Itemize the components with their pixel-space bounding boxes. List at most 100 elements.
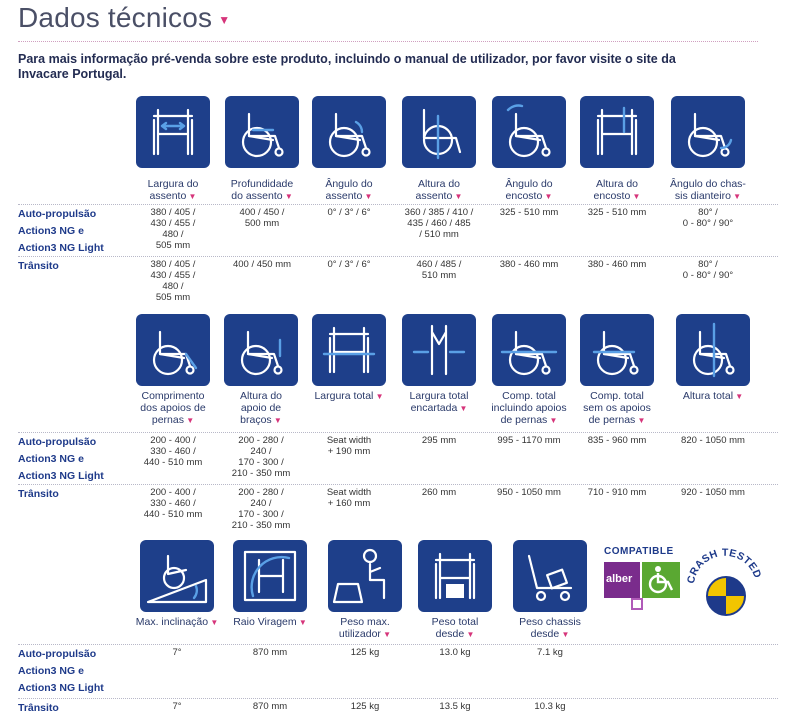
value-line: 950 - 1050 mm [497,487,561,498]
seat-depth-icon-graphic [241,112,284,158]
spec-caption[interactable]: Ângulo do assento ▼ [301,178,397,203]
value-line: 510 mm [421,270,457,281]
caption-line: Largura total [409,390,469,402]
compatible-label: COMPATIBLE [604,546,674,557]
value-line: 295 mm [421,435,457,446]
value-line: 480 / [162,229,184,240]
expand-triangle-icon[interactable]: ▼ [452,192,463,201]
spec-value-self: 360 / 385 / 410 /435 / 460 / 485/ 510 mm [389,207,489,240]
row-divider [18,644,778,645]
max-user-weight-icon-graphic [332,548,386,604]
expand-triangle-icon[interactable]: ▼ [730,192,742,201]
legrest-length-icon [136,314,210,386]
crash-tested-logo: CRASH TESTED [684,544,766,618]
spec-caption[interactable]: Altura do encosto ▼ [569,178,665,203]
caption-line: dos apoios de [140,402,206,414]
backrest-height-icon-graphic [596,106,638,156]
spec-value-self: 835 - 960 mm [567,435,667,446]
backrest-height-icon [580,96,654,168]
caption-line: assento ▼ [149,190,197,202]
chassis-weight-icon-graphic [527,554,573,602]
value-line: Seat width [326,435,372,446]
spec-value-self: 7.1 kg [500,647,600,658]
value-line: 170 - 300 / [238,457,284,468]
row-label-self-propelled: Auto-propulsão Action3 NG e Action3 NG Lig… [18,434,104,485]
expand-triangle-icon[interactable]: ▼ [464,630,475,639]
spec-value-transit: 125 kg [315,701,415,712]
spec-section-1: Largura do assento ▼ 380 / 405 /430 / 455 … [18,96,778,306]
spec-value-self: Seat width + 190 mm [299,435,399,457]
spec-value-transit: 710 - 910 mm [567,487,667,498]
expand-triangle-icon[interactable]: ▼ [635,416,646,425]
expand-triangle-icon[interactable]: ▼ [186,192,197,201]
spec-caption[interactable]: Altura do assento ▼ [391,178,487,203]
caption-line: Largura total ▼ [314,390,384,402]
spec-value-transit: 460 / 485 /510 mm [389,259,489,281]
armrest-height-icon [224,314,298,386]
caption-line: Altura do [239,390,283,402]
row-label-line: Action3 NG Light [18,470,104,482]
value-line: 0 - 80° / 90° [682,218,734,229]
expand-triangle-icon[interactable]: ▼ [542,192,553,201]
spec-caption[interactable]: Comprimento dos apoios de pernas ▼ [125,390,221,427]
seat-width-icon-graphic [152,108,194,156]
spec-caption[interactable]: Comp. total sem os apoios de pernas ▼ [569,390,665,427]
row-divider [18,484,778,485]
expand-triangle-icon[interactable]: ▼ [208,618,219,627]
spec-caption[interactable]: Ângulo do chas-sis dianteiro ▼ [660,178,756,203]
caption-line: do assento ▼ [231,190,293,202]
caption-line: incluindo apoios [491,402,567,414]
spec-caption[interactable]: Comp. total incluindo apoios de pernas ▼ [481,390,577,427]
expand-triangle-icon[interactable]: ▼ [362,192,373,201]
expand-triangle-icon[interactable]: ▼ [547,416,558,425]
collapse-triangle-icon[interactable]: ▼ [218,12,231,27]
expand-triangle-icon[interactable]: ▼ [733,392,744,401]
spec-value-self: 125 kg [315,647,415,658]
spec-value-self: 820 - 1050 mm [663,435,763,446]
value-line: 200 - 280 / [238,487,284,498]
spec-caption[interactable]: Largura total encartada ▼ [391,390,487,415]
spec-caption[interactable]: Profundidade do assento ▼ [214,178,310,203]
expand-triangle-icon[interactable]: ▼ [373,392,384,401]
spec-caption[interactable]: Ângulo do encosto ▼ [481,178,577,203]
expand-triangle-icon[interactable]: ▼ [282,192,293,201]
value-line: / 510 mm [419,229,459,240]
row-label-self-propelled: Auto-propulsão Action3 NG e Action3 NG Lig… [18,206,104,257]
expand-triangle-icon[interactable]: ▼ [183,416,195,425]
spec-caption[interactable]: Max. inclinação ▼ [129,616,225,629]
expand-triangle-icon[interactable]: ▼ [457,404,468,413]
caption-line: encosto ▼ [505,190,553,202]
value-line: 430 / 455 / [150,218,196,229]
value-line: 80° / [698,207,718,218]
spec-caption[interactable]: Peso total desde ▼ [407,616,503,641]
spec-caption[interactable]: Peso chassis desde ▼ [502,616,598,641]
caption-line: Altura total ▼ [682,390,744,402]
value-line: 0 - 80° / 90° [682,270,734,281]
expand-triangle-icon[interactable]: ▼ [380,630,392,639]
seat-height-icon-graphic [422,108,462,160]
spec-caption[interactable]: Altura do apoio de braços ▼ [213,390,309,427]
value-line: 7.1 kg [537,647,563,658]
caption-line: encosto ▼ [593,190,641,202]
value-line: 460 / 485 / [416,259,462,270]
spec-caption[interactable]: Peso max. utilizador ▼ [317,616,413,641]
spec-value-self: 325 - 510 mm [567,207,667,218]
expand-triangle-icon[interactable]: ▼ [559,630,570,639]
row-label-line: Action3 NG e [18,225,84,237]
alber-logo-text: alber [606,573,633,585]
spec-caption[interactable]: Largura do assento ▼ [125,178,221,203]
caption-line: Comp. total [590,390,644,402]
spec-caption[interactable]: Raio Viragem ▼ [222,616,318,629]
spec-section-2: Comprimento dos apoios de pernas ▼ 200 - 40… [18,314,778,536]
expand-triangle-icon[interactable]: ▼ [271,416,282,425]
expand-triangle-icon[interactable]: ▼ [630,192,641,201]
value-line: 330 - 460 / [150,498,196,509]
spec-value-self: 0° / 3° / 6° [299,207,399,218]
page-title: Dados técnicos ▼ [18,2,231,33]
expand-triangle-icon[interactable]: ▼ [296,618,307,627]
row-label-transit: Trânsito [18,488,59,500]
spec-value-self: 400 / 450 /500 mm [212,207,312,229]
folded-width-icon-graphic [412,324,466,376]
spec-caption[interactable]: Largura total ▼ [301,390,397,403]
spec-caption[interactable]: Altura total ▼ [665,390,761,403]
